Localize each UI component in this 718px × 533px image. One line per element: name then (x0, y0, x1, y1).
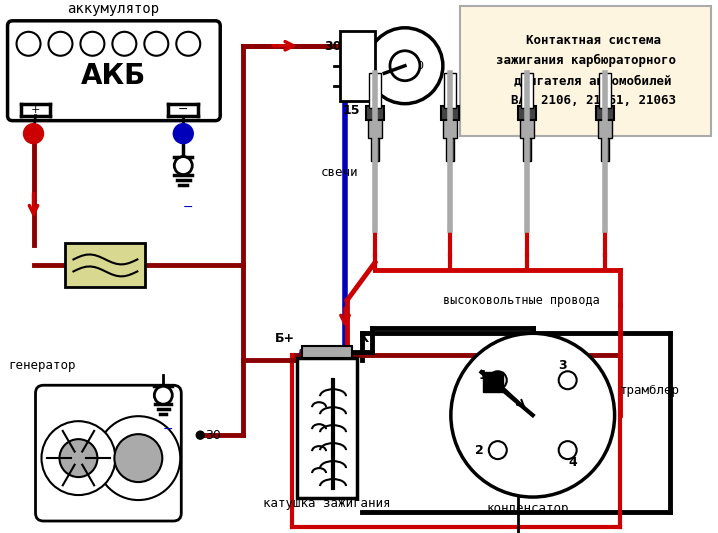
Text: −: − (178, 103, 189, 116)
FancyBboxPatch shape (35, 385, 181, 521)
Circle shape (196, 431, 204, 439)
Bar (601, 135, 609, 160)
Text: генератор: генератор (9, 359, 76, 372)
Text: свечи: свечи (320, 166, 358, 179)
Text: 15: 15 (343, 104, 360, 117)
Text: К: К (359, 332, 369, 345)
Text: 30: 30 (205, 429, 221, 442)
Bar (443, 118, 457, 138)
Text: катушка зажигания: катушка зажигания (264, 497, 391, 510)
Bar (297, 358, 357, 498)
Bar (371, 135, 379, 160)
Circle shape (113, 32, 136, 56)
Circle shape (489, 441, 507, 459)
Text: 2: 2 (475, 443, 484, 457)
Circle shape (49, 32, 73, 56)
Circle shape (17, 32, 40, 56)
Circle shape (390, 51, 420, 80)
Circle shape (24, 124, 44, 143)
Circle shape (451, 333, 615, 497)
Circle shape (114, 434, 162, 482)
Bar (340, 31, 375, 101)
Circle shape (559, 372, 577, 389)
Text: 3: 3 (559, 359, 567, 372)
Bar (596, 106, 614, 119)
Text: высоковольтные провода: высоковольтные провода (443, 294, 600, 307)
Bar (520, 118, 533, 138)
Bar (521, 72, 533, 108)
Circle shape (60, 439, 98, 477)
Circle shape (144, 32, 168, 56)
Circle shape (174, 157, 192, 175)
Text: −: − (163, 423, 174, 436)
Text: конденсатор: конденсатор (487, 502, 569, 514)
Text: 0: 0 (416, 61, 424, 71)
Bar (518, 106, 536, 119)
Circle shape (154, 386, 172, 404)
Text: Б+: Б+ (275, 332, 295, 345)
Circle shape (80, 32, 104, 56)
Bar (366, 106, 384, 119)
Circle shape (367, 28, 443, 104)
Circle shape (96, 416, 180, 500)
Text: 4: 4 (568, 456, 577, 469)
FancyBboxPatch shape (8, 21, 220, 120)
Circle shape (177, 32, 200, 56)
Bar (369, 72, 381, 108)
Text: аккумулятор: аккумулятор (67, 2, 159, 16)
Circle shape (42, 421, 116, 495)
Bar (368, 118, 382, 138)
Text: трамблер: трамблер (620, 384, 680, 397)
Text: −: − (183, 200, 194, 214)
Bar (523, 135, 531, 160)
Bar (483, 372, 503, 392)
Circle shape (489, 372, 507, 389)
Bar (446, 135, 454, 160)
Bar (302, 346, 352, 358)
Bar (441, 106, 459, 119)
Bar (599, 72, 610, 108)
Circle shape (173, 124, 193, 143)
Text: Контактная система
зажигания карбюраторного
  двигателя автомобилей
  ВАЗ 2106, : Контактная система зажигания карбюраторн… (495, 34, 676, 107)
FancyBboxPatch shape (460, 6, 712, 135)
Text: 1: 1 (478, 369, 488, 382)
Text: АКБ: АКБ (80, 62, 146, 90)
Circle shape (559, 441, 577, 459)
Bar (597, 118, 612, 138)
Text: +: + (31, 104, 40, 115)
Text: 30/1: 30/1 (325, 39, 355, 52)
Bar (65, 244, 145, 287)
Bar (444, 72, 456, 108)
